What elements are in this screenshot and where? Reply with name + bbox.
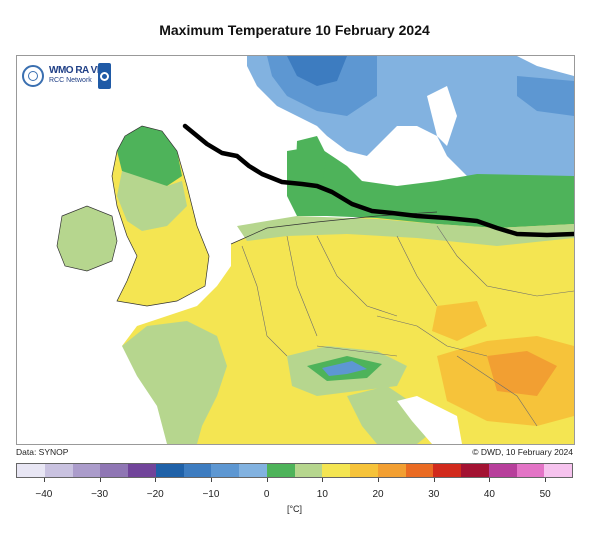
scale-tick-mark <box>433 478 435 482</box>
color-scale-segment <box>17 464 45 477</box>
scale-tick-mark <box>322 478 324 482</box>
scale-tick-label: 50 <box>539 489 551 500</box>
scale-tick-mark <box>155 478 157 482</box>
wmo-emblem-icon <box>22 65 44 87</box>
scale-tick-mark <box>99 478 101 482</box>
color-scale-segment <box>377 464 406 477</box>
scale-tick-mark <box>545 478 547 482</box>
scale-tick-mark <box>210 478 212 482</box>
dwd-badge-icon <box>98 63 111 89</box>
scale-tick-label: 40 <box>483 489 495 500</box>
color-scale-segment <box>516 464 545 477</box>
color-scale-segment <box>488 464 517 477</box>
logo-line2: RCC Network <box>49 77 92 84</box>
scale-tick-label: 20 <box>372 489 384 500</box>
color-scale-segment <box>266 464 295 477</box>
temperature-map <box>16 55 575 445</box>
color-scale-segment <box>211 464 239 477</box>
color-scale-segment <box>239 464 267 477</box>
data-source: Data: SYNOP <box>16 447 69 457</box>
color-scale-segment <box>461 464 489 477</box>
scale-tick-mark <box>43 478 45 482</box>
color-scale-segment <box>128 464 156 477</box>
wmo-rcc-logo: WMO RA VI RCC Network <box>22 63 114 93</box>
ireland <box>57 206 117 271</box>
color-scale-segment <box>44 464 73 477</box>
scale-tick-mark <box>489 478 491 482</box>
scale-unit-label: [°C] <box>286 504 303 514</box>
scale-tick-mark <box>266 478 268 482</box>
color-scale-segment <box>405 464 434 477</box>
color-scale-segment <box>433 464 461 477</box>
color-scale-segment <box>100 464 128 477</box>
color-scale-segment <box>155 464 184 477</box>
map-title: Maximum Temperature 10 February 2024 <box>159 22 430 38</box>
color-scale-bar <box>16 463 573 478</box>
logo-line1: WMO RA VI <box>49 65 100 76</box>
scale-tick-label: 10 <box>316 489 328 500</box>
scale-tick-label: −20 <box>146 489 164 500</box>
color-scale-segment <box>544 464 572 477</box>
drawn-black-line <box>182 123 574 238</box>
color-scale-segment <box>294 464 323 477</box>
color-scale-ticks: −40 −30 −20 −10 0 10 20 30 40 50 <box>16 478 573 500</box>
scale-tick-mark <box>378 478 380 482</box>
scale-tick-label: −10 <box>202 489 220 500</box>
color-scale-segment <box>183 464 212 477</box>
color-scale-segment <box>72 464 101 477</box>
scale-tick-label: 30 <box>428 489 440 500</box>
color-scale-segment <box>350 464 378 477</box>
credit-text: © DWD, 10 February 2024 <box>472 447 573 457</box>
scale-tick-label: 0 <box>263 489 270 500</box>
scale-tick-label: −30 <box>91 489 109 500</box>
scale-tick-label: −40 <box>35 489 53 500</box>
color-scale-segment <box>322 464 350 477</box>
